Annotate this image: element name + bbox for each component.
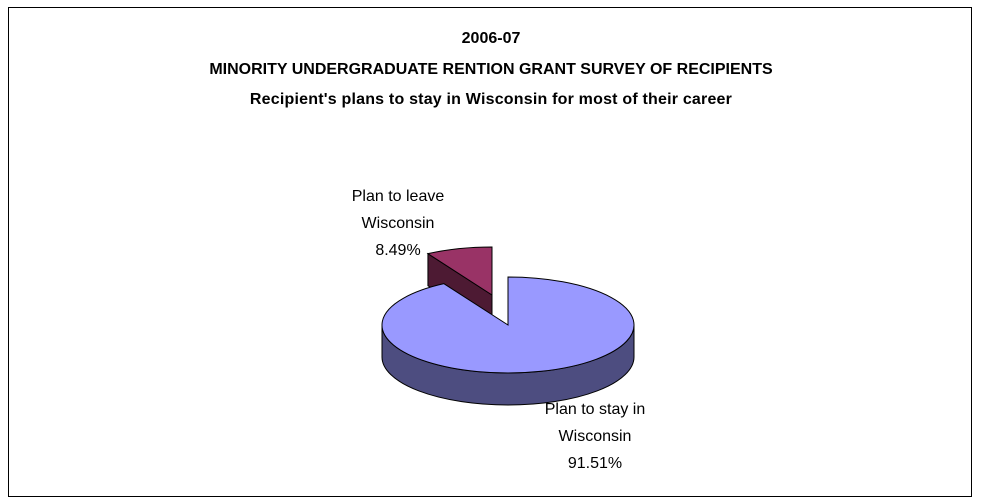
slice-label-stay: Plan to stay in Wisconsin 91.51% [520, 396, 670, 477]
slice-stay-top [381, 276, 635, 374]
chart-title-year: 2006-07 [461, 30, 521, 47]
chart-subtitle: Recipient's plans to stay in Wisconsin f… [249, 91, 733, 108]
slice-label-leave-percent: 8.49% [375, 242, 421, 259]
slice-label-leave-line2: Wisconsin [361, 215, 435, 232]
slice-label-stay-line2: Wisconsin [558, 428, 632, 445]
slice-label-leave-line1: Plan to leave [351, 188, 445, 205]
slice-leave-top [426, 246, 493, 296]
chart-title: MINORITY UNDERGRADUATE RENTION GRANT SUR… [209, 61, 773, 78]
slice-label-leave: Plan to leave Wisconsin 8.49% [323, 183, 473, 264]
slice-label-stay-line1: Plan to stay in [544, 401, 646, 418]
slice-label-stay-percent: 91.51% [567, 455, 623, 472]
